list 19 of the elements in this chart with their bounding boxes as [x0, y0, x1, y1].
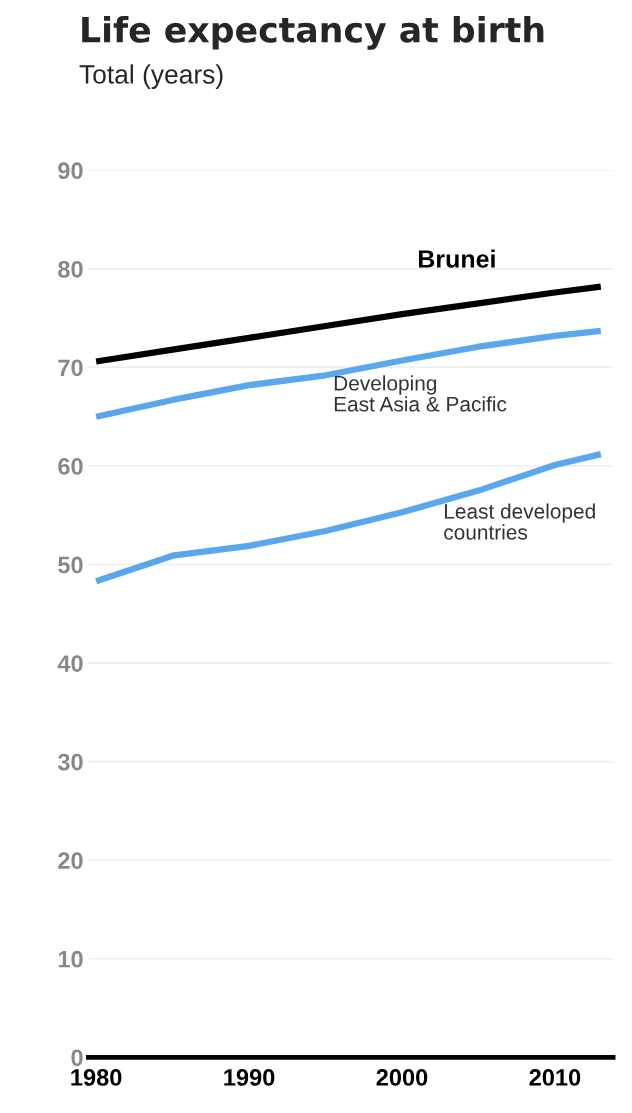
chart-title: Life expectancy at birth [82, 15, 544, 50]
x-tick-label: 1980 [71, 1069, 122, 1086]
x-tick-label: 2000 [376, 1069, 428, 1086]
series-label: Developing East Asia & Pacific [334, 375, 507, 412]
chart-subtitle: Total (years) [79, 64, 223, 89]
series-label: Least developed countries [444, 503, 595, 540]
y-tick-label: 40 [57, 655, 83, 672]
y-tick-label: 20 [58, 852, 83, 870]
y-tick-label: 60 [58, 458, 83, 475]
y-tick-label: 0 [71, 1049, 83, 1067]
x-tick-label: 1990 [224, 1069, 275, 1086]
x-tick-label: 2010 [529, 1069, 581, 1086]
y-tick-label: 30 [57, 753, 83, 771]
y-tick-label: 10 [58, 950, 83, 968]
y-tick-label: 70 [58, 359, 83, 377]
y-tick-label: 90 [58, 162, 83, 180]
series-label: Brunei [418, 249, 495, 268]
y-tick-label: 50 [58, 556, 83, 574]
y-tick-label: 80 [58, 260, 83, 278]
